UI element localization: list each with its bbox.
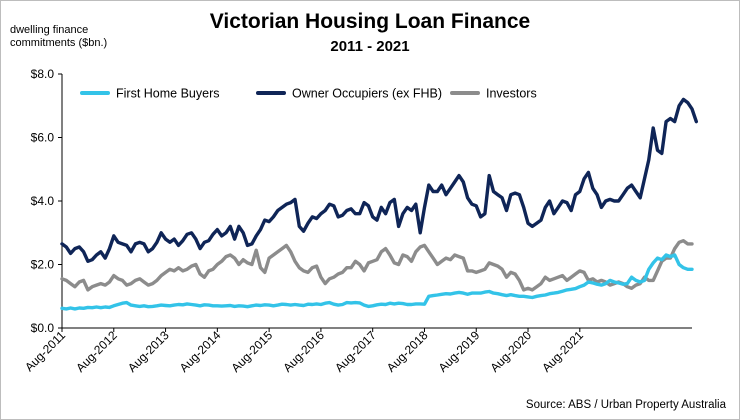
y-tick-label: $0.0 <box>31 321 55 335</box>
legend-label-first-home-buyers: First Home Buyers <box>116 87 220 101</box>
series-line-owner-occupiers-ex-fhb <box>60 97 698 263</box>
x-tick-label: Aug-2015 <box>229 328 276 375</box>
x-tick-label: Aug-2013 <box>125 328 172 375</box>
chart-subtitle: 2011 - 2021 <box>330 38 410 55</box>
y-axis-label: dwelling finance commitments ($bn.) <box>10 24 108 49</box>
x-tick-label: Aug-2012 <box>73 328 120 375</box>
y-tick-label: $6.0 <box>31 131 55 145</box>
x-tick-label: Aug-2019 <box>436 328 483 375</box>
series-line-investors <box>60 238 694 292</box>
y-tick-label: $2.0 <box>31 258 55 272</box>
series-line-first-home-buyers <box>60 253 694 311</box>
y-tick-label: $4.0 <box>31 194 55 208</box>
x-tick-label: Aug-2020 <box>487 328 534 375</box>
x-tick-label: Aug-2017 <box>332 328 379 375</box>
chart-title: Victorian Housing Loan Finance <box>209 10 531 33</box>
x-tick-label: Aug-2021 <box>539 328 586 375</box>
legend-label-owner-occupiers-ex-fhb: Owner Occupiers (ex FHB) <box>292 87 442 101</box>
source-note: Source: ABS / Urban Property Australia <box>525 399 726 411</box>
legend-label-investors: Investors <box>486 87 537 101</box>
y-tick-label: $8.0 <box>31 67 55 81</box>
x-tick-label: Aug-2016 <box>280 328 327 375</box>
x-tick-label: Aug-2014 <box>177 328 224 375</box>
x-tick-label: Aug-2018 <box>384 328 431 375</box>
